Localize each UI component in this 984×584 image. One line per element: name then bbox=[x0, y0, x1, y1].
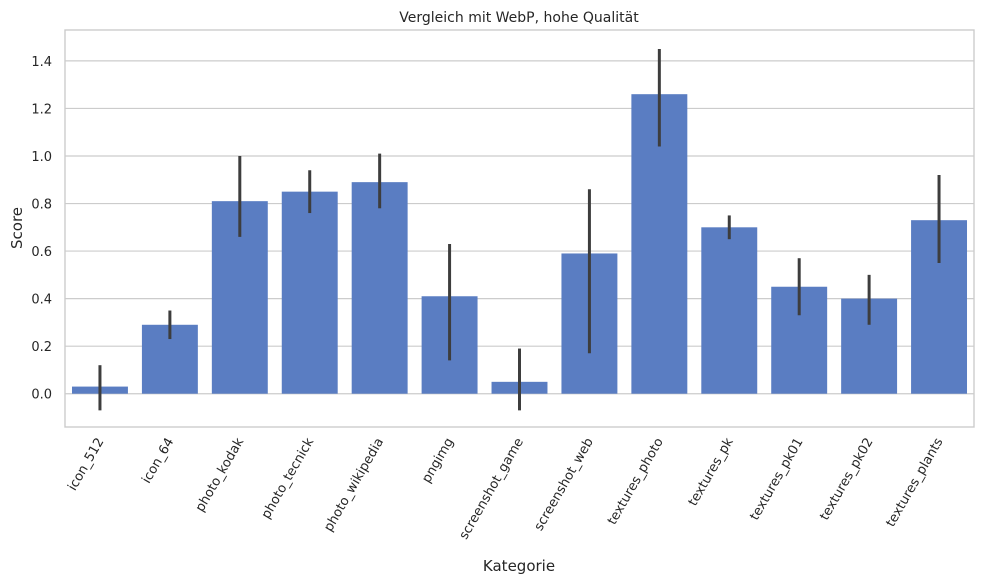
y-tick-label: 0.4 bbox=[31, 293, 52, 308]
bar bbox=[701, 227, 758, 394]
x-tick-label: icon_512 bbox=[65, 436, 107, 494]
x-tick-label: photo_kodak bbox=[193, 435, 248, 515]
y-tick-label: 0.6 bbox=[31, 245, 52, 260]
x-axis-label: Kategorie bbox=[483, 557, 555, 575]
x-tick-label: photo_wikipedia bbox=[321, 436, 387, 535]
y-tick-label: 1.2 bbox=[31, 102, 52, 117]
x-tick-label: photo_tecnick bbox=[259, 435, 318, 522]
y-tick-label: 0.8 bbox=[31, 198, 52, 213]
grid-lines bbox=[65, 60, 974, 395]
x-tick-label: icon_64 bbox=[139, 436, 177, 487]
bar bbox=[351, 182, 408, 394]
plot-frame bbox=[64, 29, 975, 428]
x-tick-labels: icon_512 icon_64 photo_kodak photo_tecnick p… bbox=[65, 435, 946, 542]
chart-title: Vergleich mit WebP, hohe Qualität bbox=[399, 10, 639, 26]
error-bars bbox=[98, 49, 941, 411]
x-tick-label: pngimg bbox=[419, 436, 457, 486]
x-tick-label: textures_photo bbox=[605, 435, 667, 527]
x-tick-label: screenshot_web bbox=[532, 436, 597, 534]
y-tick-label: 0.2 bbox=[31, 340, 52, 355]
x-tick-label: textures_pk01 bbox=[747, 436, 806, 524]
bar bbox=[281, 191, 338, 394]
y-tick-label: 0.0 bbox=[31, 388, 52, 403]
x-tick-label: textures_plants bbox=[883, 435, 946, 529]
y-tick-labels: 0.0 0.2 0.4 0.6 0.8 1.0 1.2 1.4 bbox=[31, 55, 52, 403]
x-tick-label: textures_pk bbox=[686, 435, 737, 509]
x-tick-label: textures_pk02 bbox=[817, 436, 876, 524]
y-tick-label: 1.4 bbox=[31, 55, 52, 70]
y-axis-label: Score bbox=[8, 207, 26, 249]
x-tick-label: screenshot_game bbox=[457, 436, 527, 543]
y-tick-label: 1.0 bbox=[31, 150, 52, 165]
